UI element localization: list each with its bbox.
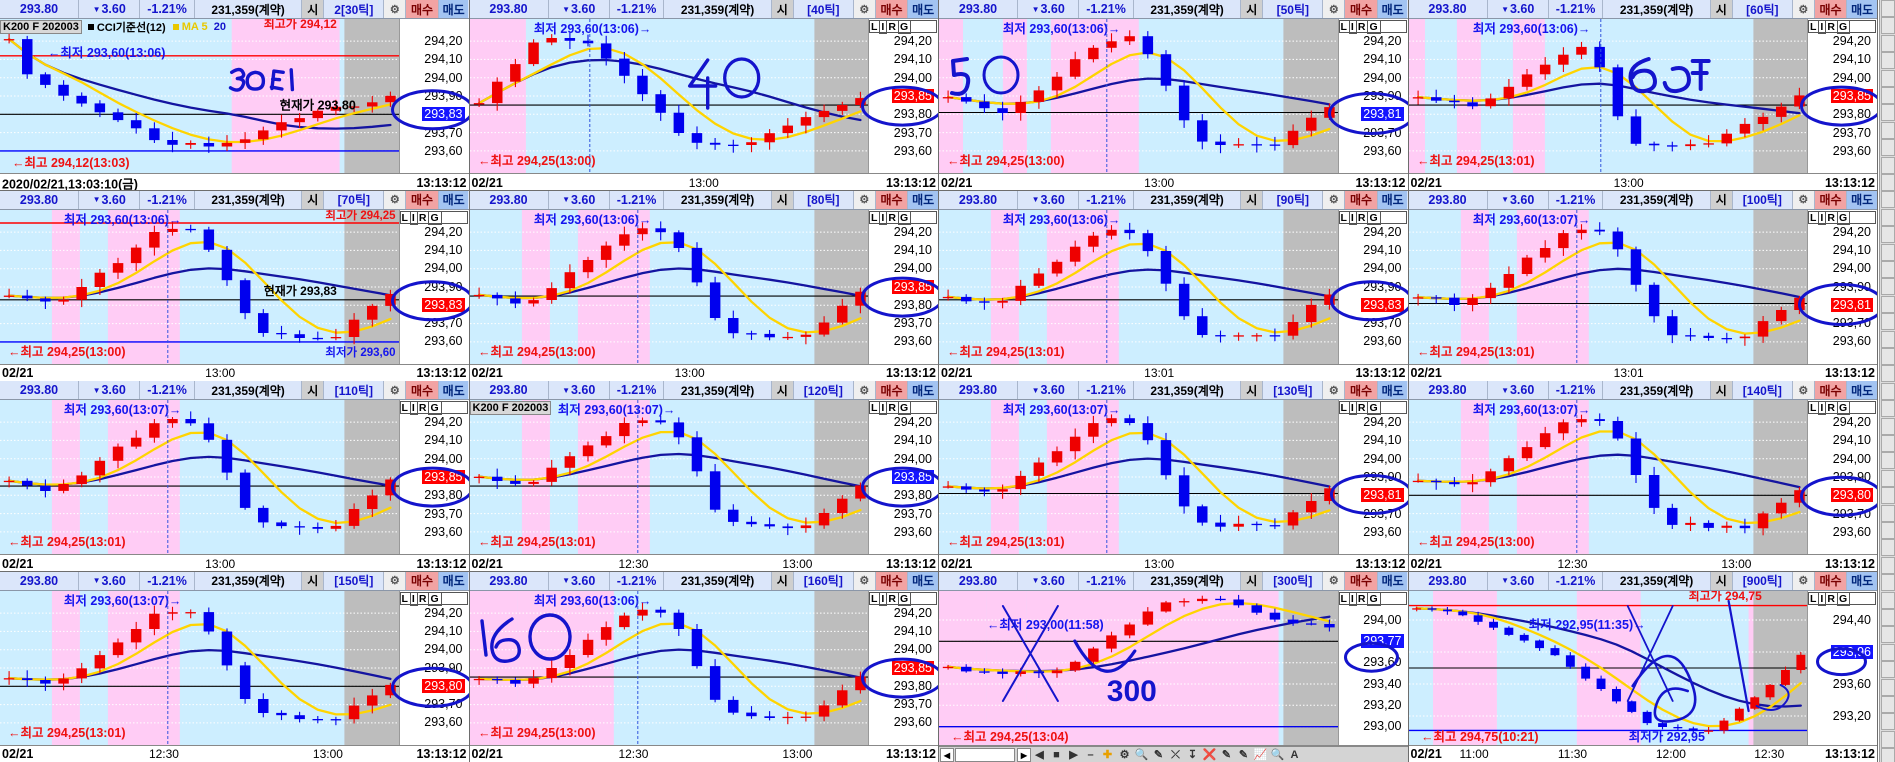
svg-text:←최고 294,25(13:01): ←최고 294,25(13:01) [8, 725, 126, 740]
svg-text:최저가 293,60: 최저가 293,60 [325, 345, 395, 359]
svg-text:←최고 294,25(13:00): ←최고 294,25(13:00) [947, 153, 1065, 168]
svg-text:←최고 294,25(13:00): ←최고 294,25(13:00) [8, 344, 126, 359]
svg-text:최저 293,60(13:07)→: 최저 293,60(13:07)→ [64, 593, 182, 608]
svg-text:←최고 294,75(10:21): ←최고 294,75(10:21) [1421, 729, 1539, 744]
svg-text:←최고 294,25(13:01): ←최고 294,25(13:01) [1417, 153, 1535, 168]
svg-text:최저 293,60(13:07)→: 최저 293,60(13:07)→ [1003, 402, 1121, 417]
svg-text:최저가 292,95: 최저가 292,95 [1628, 729, 1704, 744]
svg-text:최저 293,60(13:06)→: 최저 293,60(13:06)→ [1003, 212, 1121, 227]
svg-text:최저 293,60(13:06)→: 최저 293,60(13:06)→ [533, 212, 651, 227]
svg-text:←최고 294,25(13:00): ←최고 294,25(13:00) [478, 344, 596, 359]
svg-text:최고가 294,12: 최고가 294,12 [264, 19, 337, 31]
svg-text:최저 292,95(11:35)→: 최저 292,95(11:35)→ [1528, 617, 1645, 632]
svg-text:←최고 294,25(13:00): ←최고 294,25(13:00) [478, 153, 596, 168]
svg-text:←최고 294,25(13:01): ←최고 294,25(13:01) [8, 534, 126, 549]
svg-text:최저 293,60(13:07)→: 최저 293,60(13:07)→ [1472, 212, 1590, 227]
svg-text:←최고 294,25(13:04): ←최고 294,25(13:04) [951, 729, 1069, 744]
svg-text:최저 293,60(13:07)→: 최저 293,60(13:07)→ [557, 402, 675, 417]
svg-text:최저 293,60(13:06)→: 최저 293,60(13:06)→ [533, 21, 651, 36]
svg-text:최저 293,60(13:06)→: 최저 293,60(13:06)→ [64, 212, 182, 227]
svg-text:←최고 294,25(13:00): ←최고 294,25(13:00) [478, 725, 596, 740]
svg-text:최고가 294,75: 최고가 294,75 [1688, 591, 1761, 603]
svg-text:←최고 294,25(13:01): ←최고 294,25(13:01) [478, 534, 596, 549]
svg-text:←최고 294,12(13:03): ←최고 294,12(13:03) [12, 155, 130, 170]
svg-text:최저 293,60(13:06)→: 최저 293,60(13:06)→ [1472, 21, 1590, 36]
svg-text:최저 293,60(13:06)→: 최저 293,60(13:06)→ [533, 593, 651, 608]
svg-text:←최고 294,25(13:01): ←최고 294,25(13:01) [947, 344, 1065, 359]
svg-text:←최저 293,00(11:58): ←최저 293,00(11:58) [987, 617, 1104, 632]
svg-text:최고가 294,25: 최고가 294,25 [325, 210, 396, 222]
svg-text:←최고 294,25(13:00): ←최고 294,25(13:00) [1417, 534, 1535, 549]
svg-text:현재가 293,80: 현재가 293,80 [280, 97, 356, 112]
svg-text:최저 293,60(13:07)→: 최저 293,60(13:07)→ [64, 402, 182, 417]
svg-text:←최고 294,25(13:01): ←최고 294,25(13:01) [947, 534, 1065, 549]
svg-text:최저 293,60(13:06)→: 최저 293,60(13:06)→ [1003, 21, 1121, 36]
svg-text:최저 293,60(13:07)→: 최저 293,60(13:07)→ [1472, 402, 1590, 417]
svg-text:현재가 293,83: 현재가 293,83 [264, 282, 337, 297]
svg-text:←최저 293,60(13:06): ←최저 293,60(13:06) [48, 45, 166, 60]
svg-text:←최고 294,25(13:01): ←최고 294,25(13:01) [1417, 344, 1535, 359]
